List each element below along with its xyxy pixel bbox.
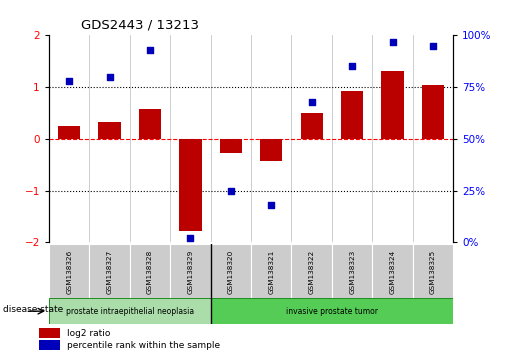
Point: [227, 188, 235, 194]
Bar: [170, 244, 211, 299]
Bar: [90, 244, 130, 299]
Text: GSM138326: GSM138326: [66, 250, 72, 294]
Text: GSM138329: GSM138329: [187, 250, 194, 294]
Point: [429, 43, 437, 48]
Point: [307, 99, 316, 104]
Text: GSM138320: GSM138320: [228, 250, 234, 294]
Bar: [98, 122, 121, 139]
Bar: [251, 244, 291, 299]
Point: [106, 74, 114, 80]
Text: log2 ratio: log2 ratio: [67, 329, 111, 338]
Bar: [341, 91, 363, 139]
Text: GSM138323: GSM138323: [349, 250, 355, 294]
Text: GSM138324: GSM138324: [389, 250, 396, 294]
Bar: [139, 109, 161, 139]
Point: [267, 202, 276, 208]
Text: invasive prostate tumor: invasive prostate tumor: [286, 307, 378, 316]
Bar: [422, 85, 444, 139]
Bar: [372, 244, 413, 299]
Bar: [211, 298, 453, 324]
Bar: [39, 329, 60, 338]
Bar: [179, 139, 201, 231]
Point: [348, 64, 356, 69]
Text: disease state: disease state: [3, 305, 63, 314]
Text: GSM138321: GSM138321: [268, 250, 274, 294]
Bar: [332, 244, 372, 299]
Bar: [49, 244, 90, 299]
Point: [65, 78, 73, 84]
Text: GSM138328: GSM138328: [147, 250, 153, 294]
Bar: [49, 298, 211, 324]
Point: [146, 47, 154, 53]
Text: GSM138327: GSM138327: [107, 250, 113, 294]
Bar: [58, 126, 80, 139]
Text: percentile rank within the sample: percentile rank within the sample: [67, 341, 220, 349]
Bar: [260, 139, 282, 161]
Bar: [382, 70, 404, 139]
Bar: [211, 244, 251, 299]
Point: [388, 39, 397, 45]
Bar: [291, 244, 332, 299]
Bar: [130, 244, 170, 299]
Bar: [413, 244, 453, 299]
Text: GDS2443 / 13213: GDS2443 / 13213: [81, 18, 199, 32]
Bar: [39, 340, 60, 350]
Text: GSM138322: GSM138322: [308, 250, 315, 294]
Bar: [301, 113, 323, 139]
Point: [186, 235, 195, 241]
Bar: [220, 139, 242, 153]
Text: prostate intraepithelial neoplasia: prostate intraepithelial neoplasia: [66, 307, 194, 316]
Text: GSM138325: GSM138325: [430, 250, 436, 294]
